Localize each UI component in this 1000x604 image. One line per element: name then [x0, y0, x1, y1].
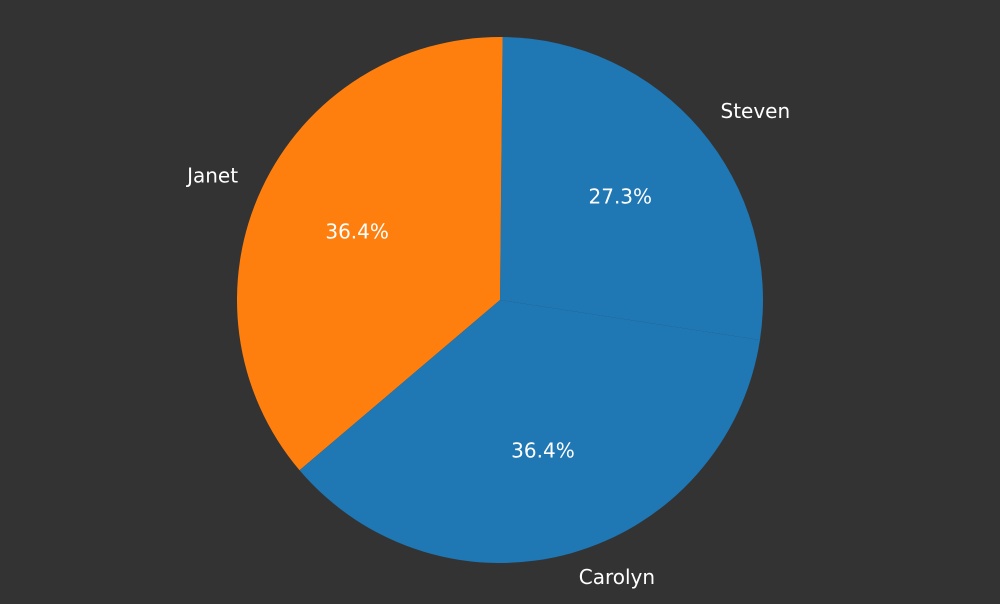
slice-percent-janet: 36.4%: [325, 220, 389, 244]
slice-label-janet: Janet: [185, 164, 238, 188]
slice-label-carolyn: Carolyn: [579, 565, 655, 589]
slice-label-steven: Steven: [721, 99, 791, 123]
pie-slice-steven: [500, 37, 764, 341]
pie-slices: [236, 36, 764, 564]
pie-slice-carolyn: [299, 300, 760, 564]
slice-percent-steven: 27.3%: [589, 184, 653, 208]
pie-labels: Steven 27.3% Janet 36.4% Carolyn 36.4%: [185, 99, 790, 589]
pie-slice-janet: [236, 36, 503, 471]
slice-percent-carolyn: 36.4%: [511, 438, 575, 462]
